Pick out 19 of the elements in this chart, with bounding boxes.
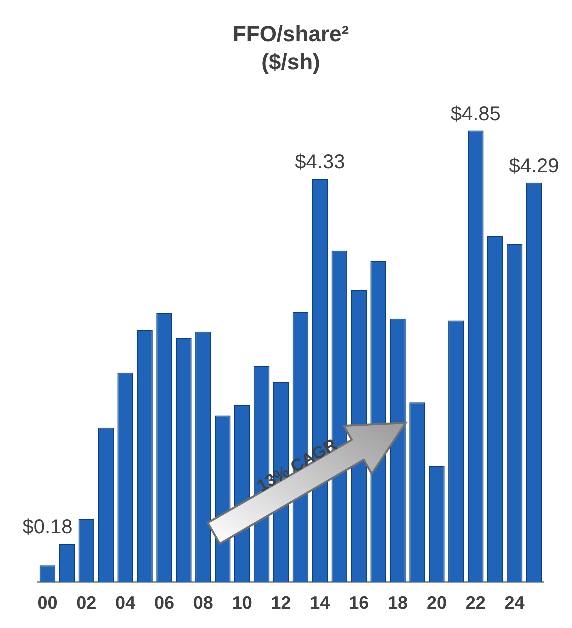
chart-subtitle: ($/sh) xyxy=(262,50,320,75)
x-tick-label: 10 xyxy=(232,593,252,614)
x-tick-label: 12 xyxy=(271,593,292,614)
x-tick-label: 16 xyxy=(349,593,370,614)
chart-title: FFO/share² xyxy=(232,21,350,46)
data-label: $4.29 xyxy=(509,155,560,178)
data-label: $0.18 xyxy=(22,516,73,539)
x-tick-label: 02 xyxy=(76,593,97,614)
x-tick-label: 04 xyxy=(116,593,136,614)
x-tick-label: 08 xyxy=(193,593,214,614)
data-label: $4.85 xyxy=(450,103,501,126)
x-tick-label: 14 xyxy=(310,593,330,614)
x-tick-label: 24 xyxy=(504,593,525,614)
x-tick-label: 18 xyxy=(388,593,408,614)
x-tick-label: 22 xyxy=(466,593,486,614)
x-tick-label: 20 xyxy=(426,593,447,614)
x-tick-label: 00 xyxy=(38,593,58,614)
data-label: $4.33 xyxy=(295,152,346,174)
x-tick-label: 06 xyxy=(154,593,175,614)
